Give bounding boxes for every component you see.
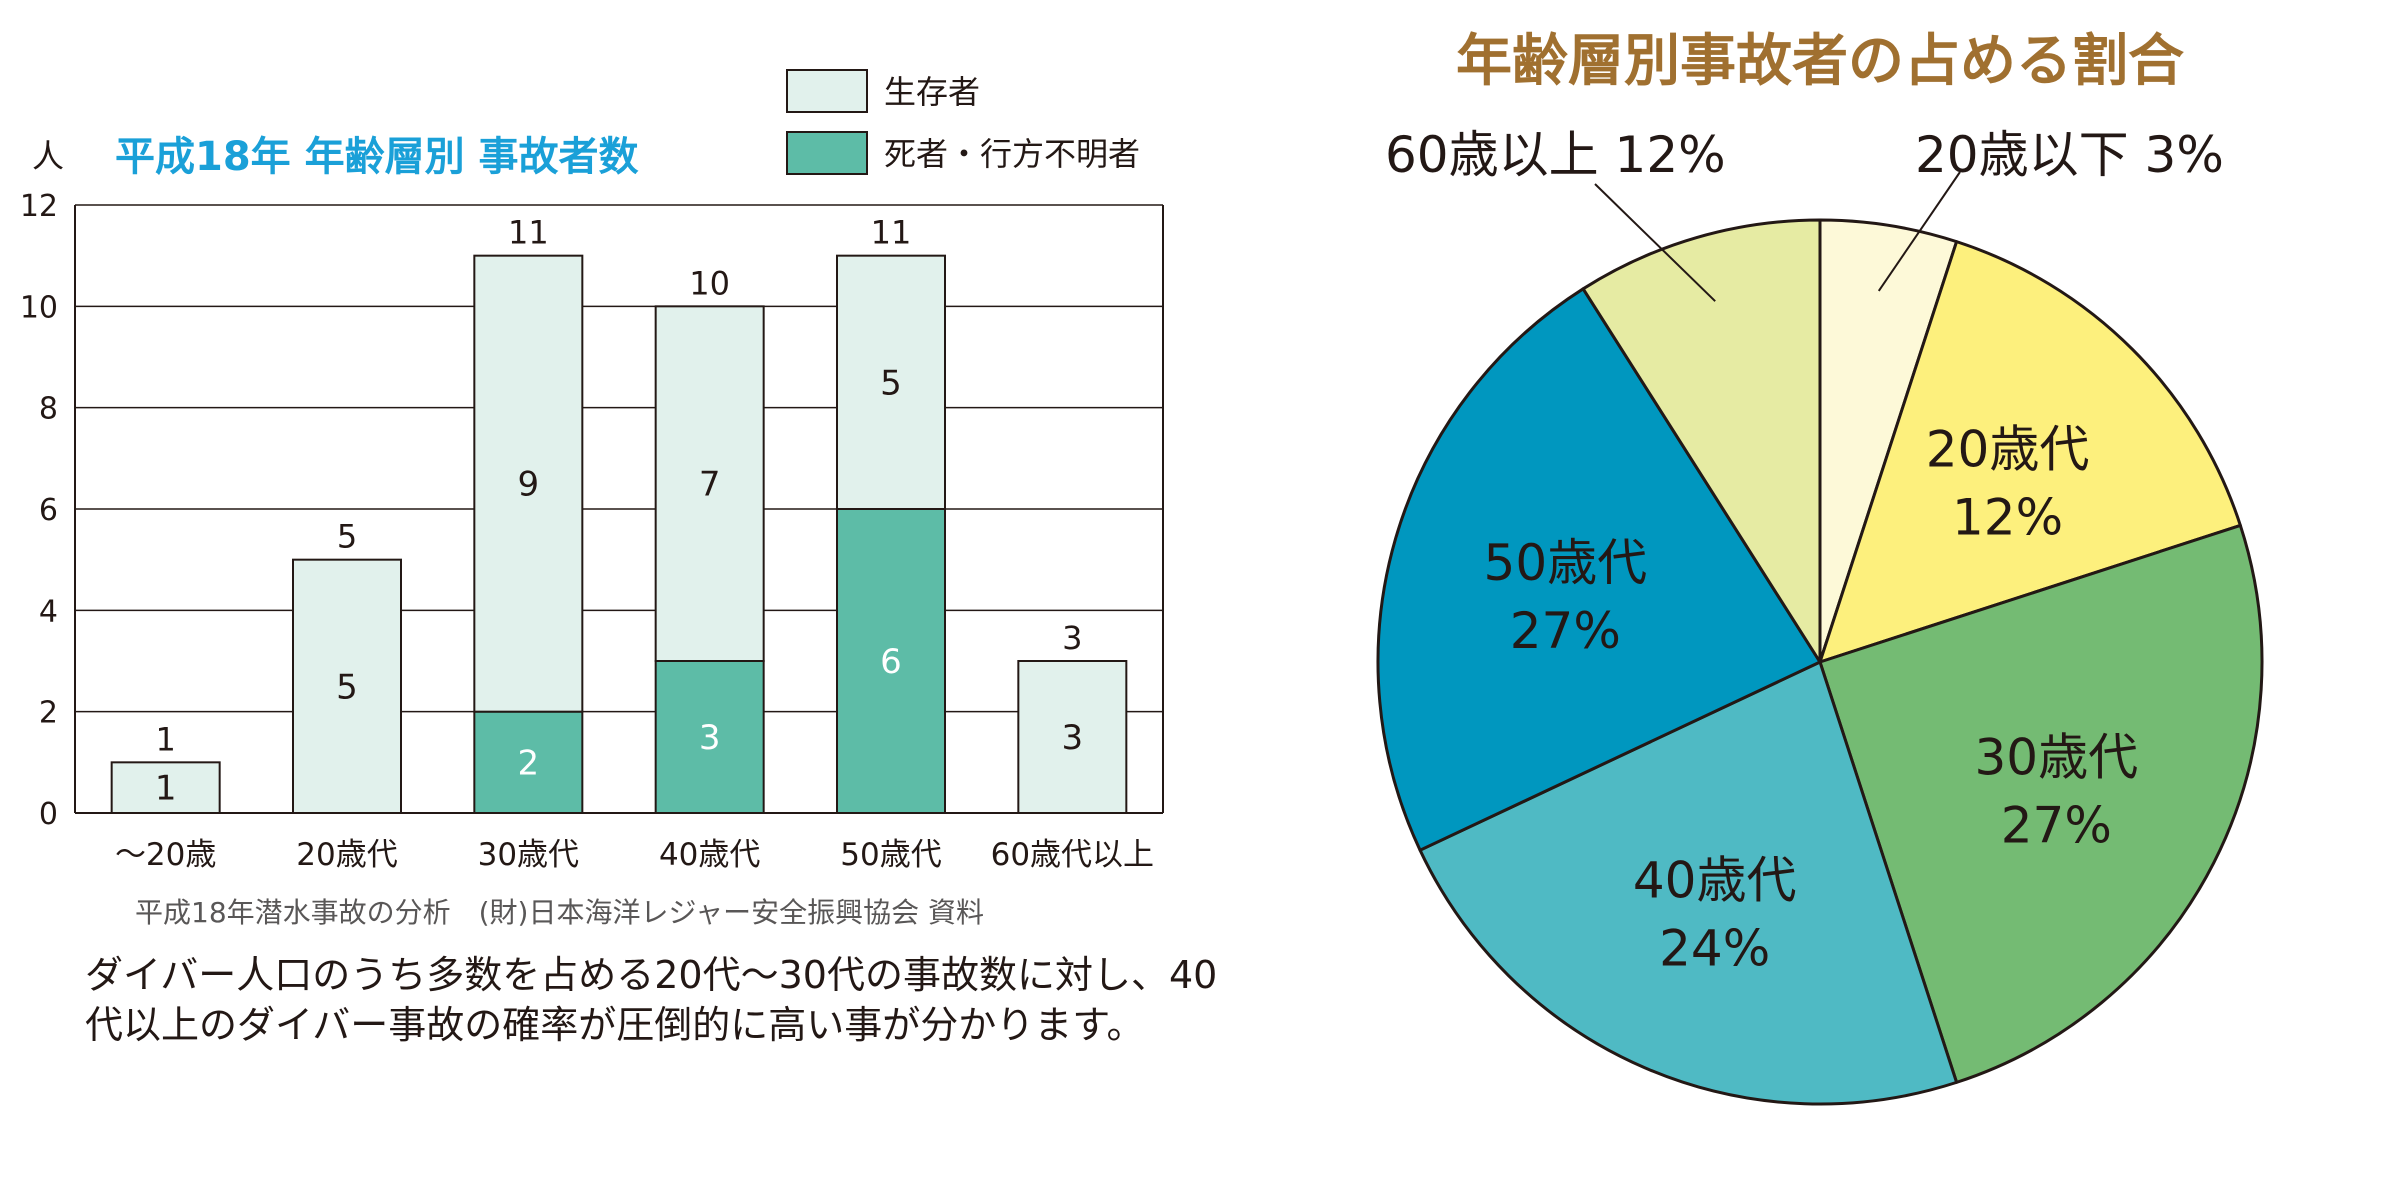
- bar-value-label: 5: [880, 363, 902, 403]
- bar-segment: [836, 508, 946, 814]
- bar-segment: [292, 558, 402, 815]
- bar-segment: [473, 710, 584, 815]
- pie-slice-percent: 24%: [1659, 919, 1770, 977]
- pie-slice-label: 30歳代: [1974, 728, 2138, 786]
- caption-text: ダイバー人口のうち多数を占める20代～30代の事故数に対し、40代以上のダイバー…: [85, 953, 1218, 1047]
- y-tick-label: 6: [39, 493, 58, 528]
- bar-segment: [654, 305, 765, 662]
- y-tick-label: 10: [20, 290, 58, 325]
- x-tick-label: 50歳代: [840, 837, 941, 873]
- source-note: 平成18年潜水事故の分析 (財)日本海洋レジャー安全振興協会 資料: [135, 896, 984, 929]
- y-tick-label: 2: [39, 696, 58, 731]
- legend-swatch: [786, 131, 868, 175]
- bar-value-label: 3: [1062, 718, 1084, 758]
- bar-value-label: 9: [518, 465, 540, 505]
- pie-slice-label: 40歳代: [1633, 851, 1797, 909]
- pie-outside-label: 60歳以上 12%: [1385, 126, 1726, 184]
- legend-label: 死者・行方不明者: [884, 135, 1140, 173]
- pie-slice-label: 50歳代: [1484, 534, 1648, 592]
- legend-label: 生存者: [884, 73, 980, 111]
- y-tick-label: 4: [39, 594, 58, 629]
- pie-slice: [1418, 660, 1959, 1106]
- pie-slice-percent: 27%: [1510, 602, 1621, 660]
- y-axis-label: 人: [32, 137, 64, 175]
- bar-segment: [110, 761, 221, 814]
- pie-slice: [1818, 240, 2242, 664]
- bar-value-label: 7: [699, 465, 721, 505]
- bar-total-label: 3: [1062, 619, 1082, 657]
- x-tick-label: ～20歳: [115, 837, 216, 873]
- y-tick-label: 0: [39, 797, 58, 832]
- y-tick-label: 12: [20, 189, 58, 224]
- pie-slice-percent: 27%: [2001, 796, 2112, 854]
- x-tick-label: 30歳代: [478, 837, 579, 873]
- bar-segment: [836, 254, 946, 510]
- bar-value-label: 1: [155, 769, 177, 809]
- bar-value-label: 5: [336, 667, 358, 707]
- bar-value-label: 3: [699, 718, 721, 758]
- leader-line: [1877, 171, 1961, 292]
- x-tick-label: 20歳代: [296, 837, 397, 873]
- pie-slice: [1818, 523, 2264, 1084]
- pie-slice: [1376, 287, 1822, 852]
- bar-value-label: 2: [518, 743, 540, 783]
- bar-chart-title: 平成18年 年齢層別 事故者数: [115, 134, 639, 180]
- pie-slice: [1581, 218, 1822, 664]
- legend-swatch: [786, 69, 868, 113]
- leader-line: [1594, 183, 1716, 302]
- bar-total-label: 10: [689, 264, 730, 302]
- x-tick-label: 60歳代以上: [991, 837, 1154, 873]
- bar-segment: [473, 254, 584, 713]
- bar-segment: [1017, 660, 1128, 814]
- bar-value-label: 6: [880, 642, 902, 682]
- pie-slice-percent: 12%: [1952, 488, 2063, 546]
- pie-chart: 年齢層別事故者の占める割合 20歳以下 3% 20歳代 12% 30歳代 27% 40歳代 2…: [1376, 29, 2264, 1106]
- x-tick-label: 40歳代: [659, 837, 760, 873]
- pie-slice-label: 20歳代: [1926, 420, 2090, 478]
- y-tick-label: 8: [39, 392, 58, 427]
- pie-outside-label: 20歳以下 3%: [1915, 126, 2224, 184]
- bar-total-label: 5: [337, 518, 357, 556]
- bar-segment: [654, 660, 765, 814]
- bar-total-label: 11: [508, 214, 549, 252]
- bar-total-label: 1: [155, 720, 175, 758]
- pie-chart-title: 年齢層別事故者の占める割合: [1456, 29, 2184, 94]
- bar-total-label: 11: [871, 214, 912, 252]
